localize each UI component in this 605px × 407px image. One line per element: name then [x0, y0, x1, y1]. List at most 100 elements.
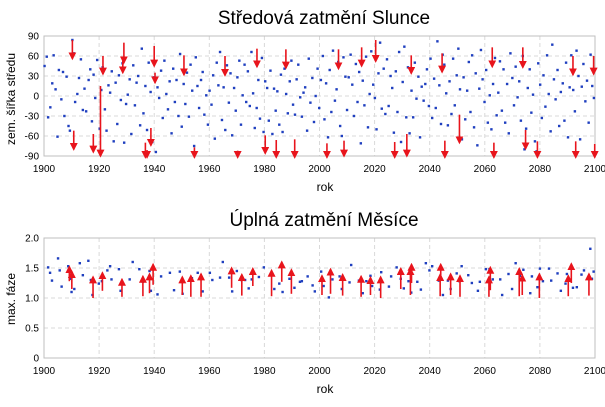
data-point — [331, 49, 335, 52]
data-point — [427, 104, 431, 108]
data-point — [441, 293, 445, 297]
data-point — [271, 132, 274, 136]
data-point — [78, 262, 82, 265]
data-point — [419, 288, 423, 291]
data-point — [554, 98, 557, 101]
data-point — [278, 282, 281, 285]
data-point — [229, 72, 232, 75]
data-point — [410, 291, 413, 294]
data-point — [565, 272, 569, 276]
x-tick-label: 2040 — [419, 164, 442, 175]
data-point — [73, 287, 76, 291]
x-tick-label: 1980 — [253, 366, 276, 377]
data-points — [43, 38, 596, 154]
data-point — [168, 271, 172, 274]
x-axis-label: rok — [317, 180, 335, 194]
data-point — [56, 135, 59, 138]
data-point — [172, 67, 175, 70]
data-point — [166, 108, 170, 111]
data-point — [51, 82, 54, 85]
data-point — [56, 257, 60, 260]
data-point — [340, 287, 344, 291]
data-point — [467, 60, 471, 64]
data-point — [279, 73, 283, 76]
data-point — [439, 122, 443, 126]
data-point — [460, 138, 464, 141]
data-point — [397, 50, 401, 54]
data-point — [564, 61, 568, 64]
data-point — [221, 260, 224, 264]
y-tick-labels: -90 -60 -30 0 30 60 90 — [25, 32, 40, 163]
data-point — [316, 67, 319, 70]
data-point — [592, 270, 595, 273]
plot-frame — [43, 237, 596, 359]
data-point — [243, 63, 246, 66]
chart-title: Středová zatmění Slunce — [218, 8, 430, 29]
data-point — [592, 96, 596, 100]
data-point — [300, 280, 304, 283]
data-point — [338, 275, 341, 278]
data-point — [43, 64, 46, 68]
data-point — [529, 292, 532, 295]
data-point — [201, 70, 204, 74]
data-point — [185, 71, 189, 74]
data-point — [415, 97, 418, 100]
data-point — [217, 84, 220, 87]
data-point — [372, 83, 375, 86]
x-tick-label: 1960 — [198, 164, 221, 175]
data-point — [238, 59, 241, 62]
data-point — [253, 126, 256, 130]
data-point — [575, 286, 579, 289]
data-point — [124, 102, 128, 106]
data-point — [373, 96, 377, 100]
data-point — [478, 280, 482, 283]
data-point — [126, 93, 129, 96]
data-point — [140, 47, 144, 50]
x-tick-label: 1900 — [33, 164, 56, 175]
data-point — [387, 104, 390, 108]
data-point — [286, 112, 290, 115]
data-point — [351, 83, 354, 86]
data-point — [274, 109, 277, 112]
data-point — [348, 281, 351, 284]
data-point — [281, 290, 284, 294]
data-point — [507, 132, 510, 135]
data-point — [175, 78, 178, 82]
data-point — [538, 267, 542, 270]
data-point — [194, 56, 198, 59]
data-point — [257, 275, 261, 279]
data-point — [522, 268, 525, 271]
data-point — [424, 262, 428, 265]
data-point — [493, 56, 497, 60]
data-point — [488, 94, 491, 97]
data-point — [484, 68, 488, 72]
data-point — [137, 74, 140, 78]
data-point — [370, 50, 373, 53]
data-point — [556, 68, 559, 72]
data-point — [516, 96, 519, 99]
data-point — [61, 70, 65, 74]
data-point — [49, 106, 52, 109]
data-point — [428, 269, 431, 272]
data-point — [375, 128, 378, 131]
y-tick-label: 2.0 — [25, 234, 39, 245]
data-point — [514, 262, 517, 265]
data-point — [98, 127, 101, 130]
data-point — [108, 91, 112, 94]
data-point — [178, 270, 182, 273]
data-point — [117, 268, 121, 271]
data-point — [591, 84, 594, 88]
data-point — [191, 89, 194, 92]
data-point — [208, 271, 212, 274]
data-point — [438, 84, 441, 87]
x-tick-label: 2080 — [529, 164, 552, 175]
data-point — [430, 265, 434, 268]
y-tick-label: 90 — [28, 32, 40, 43]
data-point — [272, 87, 276, 90]
data-point — [57, 68, 61, 72]
data-point — [110, 278, 113, 281]
data-point — [476, 144, 479, 147]
data-point — [192, 144, 196, 148]
data-point — [559, 90, 563, 94]
data-point — [163, 59, 166, 62]
